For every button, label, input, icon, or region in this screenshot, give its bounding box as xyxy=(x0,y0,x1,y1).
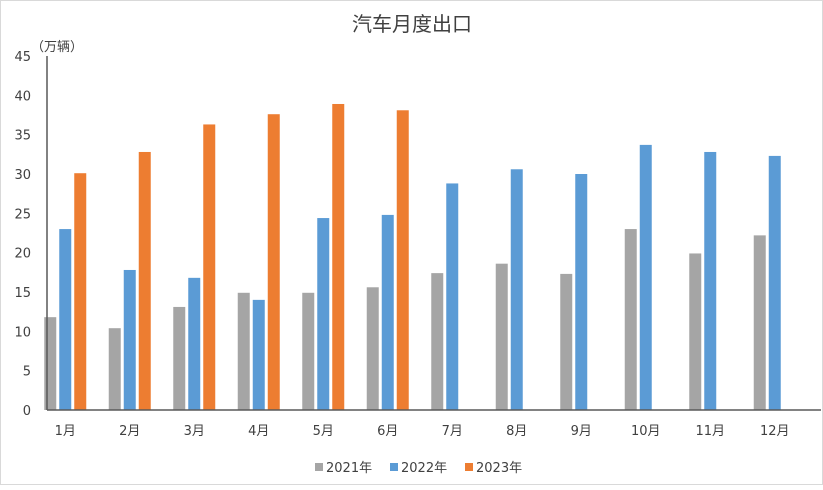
x-tick-label: 7月 xyxy=(442,424,463,439)
y-tick-label: 30 xyxy=(14,168,31,183)
bar-2022年-2月 xyxy=(123,269,136,410)
bar-2022年-10月 xyxy=(639,144,652,411)
bar-2021年-5月 xyxy=(302,292,315,410)
bar-2021年-9月 xyxy=(560,273,573,410)
legend-label: 2021年 xyxy=(326,461,372,476)
legend-label: 2022年 xyxy=(401,461,447,476)
bar-2023年-2月 xyxy=(138,151,151,410)
bar-2021年-6月 xyxy=(366,287,379,410)
x-tick-label: 12月 xyxy=(760,424,790,439)
y-tick-label: 15 xyxy=(14,286,31,301)
bar-2022年-3月 xyxy=(188,277,201,410)
x-tick-label: 6月 xyxy=(377,424,398,439)
y-tick-label: 20 xyxy=(14,247,31,262)
bar-2022年-4月 xyxy=(252,299,265,410)
bar-2023年-4月 xyxy=(267,114,280,411)
bar-2021年-4月 xyxy=(237,292,250,410)
bar-2023年-6月 xyxy=(396,110,409,410)
x-tick-label: 4月 xyxy=(248,424,269,439)
legend-swatch xyxy=(465,463,473,471)
x-tick-label: 1月 xyxy=(55,424,76,439)
bar-2021年-12月 xyxy=(753,235,766,410)
bar-2021年-10月 xyxy=(624,229,637,410)
y-tick-label: 40 xyxy=(14,89,31,104)
chart-title: 汽车月度出口 xyxy=(352,12,472,36)
legend-label: 2023年 xyxy=(476,461,522,476)
y-tick-label: 10 xyxy=(14,325,31,340)
bar-2022年-5月 xyxy=(317,218,330,410)
x-tick-label: 3月 xyxy=(184,424,205,439)
y-tick-label: 35 xyxy=(14,129,31,144)
x-tick-label: 11月 xyxy=(695,424,725,439)
bar-2022年-1月 xyxy=(59,229,72,410)
bar-2021年-11月 xyxy=(689,253,702,410)
bar-2021年-7月 xyxy=(431,273,444,410)
x-tick-label: 9月 xyxy=(571,424,592,439)
bar-2022年-9月 xyxy=(575,174,588,410)
bar-2023年-3月 xyxy=(203,124,216,410)
x-tick-label: 2月 xyxy=(119,424,140,439)
y-tick-label: 45 xyxy=(14,50,31,65)
bar-2022年-8月 xyxy=(510,169,523,410)
y-tick-label: 5 xyxy=(23,365,31,380)
bar-2021年-2月 xyxy=(108,328,121,410)
x-tick-label: 10月 xyxy=(631,424,661,439)
bar-2021年-3月 xyxy=(173,306,186,410)
bar-2023年-1月 xyxy=(74,173,87,410)
y-axis-unit-label: （万辆） xyxy=(31,40,83,55)
legend-swatch xyxy=(390,463,398,471)
bar-2021年-1月 xyxy=(44,317,57,410)
x-tick-label: 5月 xyxy=(313,424,334,439)
x-tick-label: 8月 xyxy=(506,424,527,439)
bar-2021年-8月 xyxy=(495,263,508,410)
legend-swatch xyxy=(315,463,323,471)
bar-2022年-6月 xyxy=(381,214,394,410)
y-tick-label: 25 xyxy=(14,207,31,222)
y-tick-label: 0 xyxy=(23,404,31,419)
bar-2022年-7月 xyxy=(446,183,459,410)
bar-2022年-12月 xyxy=(768,155,781,410)
bar-2022年-11月 xyxy=(704,151,717,410)
bar-2023年-5月 xyxy=(332,103,345,410)
